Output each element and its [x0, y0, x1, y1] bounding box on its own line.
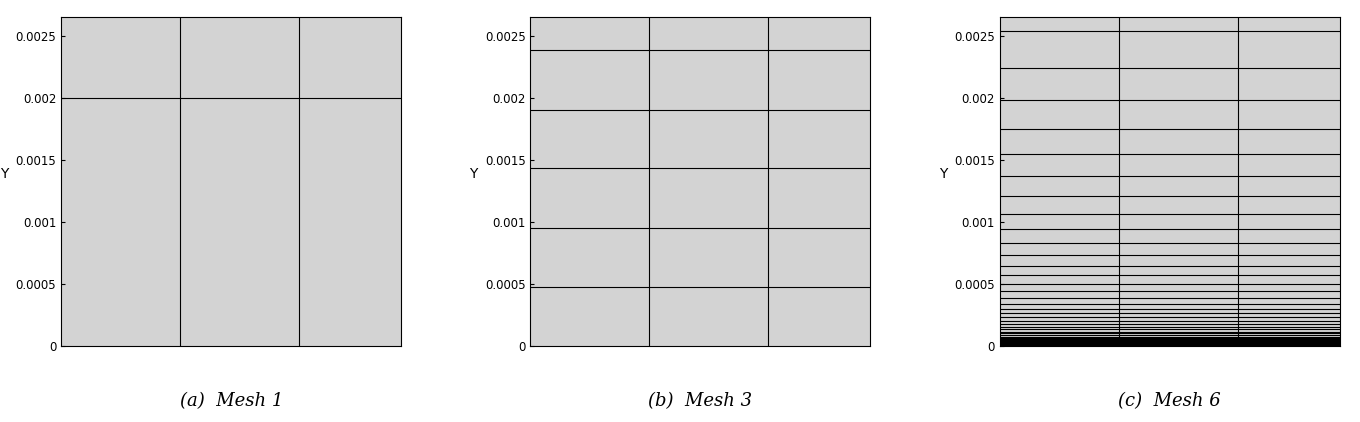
Text: (a)  Mesh 1: (a) Mesh 1 — [180, 392, 283, 410]
Y-axis label: Y: Y — [0, 168, 8, 181]
Y-axis label: Y: Y — [938, 168, 947, 181]
Text: (b)  Mesh 3: (b) Mesh 3 — [649, 392, 752, 410]
Text: (c)  Mesh 6: (c) Mesh 6 — [1118, 392, 1221, 410]
Y-axis label: Y: Y — [469, 168, 477, 181]
